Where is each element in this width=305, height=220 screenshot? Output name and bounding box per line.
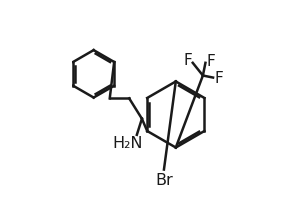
Text: F: F xyxy=(206,54,215,69)
Text: H₂N: H₂N xyxy=(112,136,143,151)
Text: F: F xyxy=(183,53,192,68)
Text: Br: Br xyxy=(155,173,173,188)
Text: F: F xyxy=(215,71,224,86)
